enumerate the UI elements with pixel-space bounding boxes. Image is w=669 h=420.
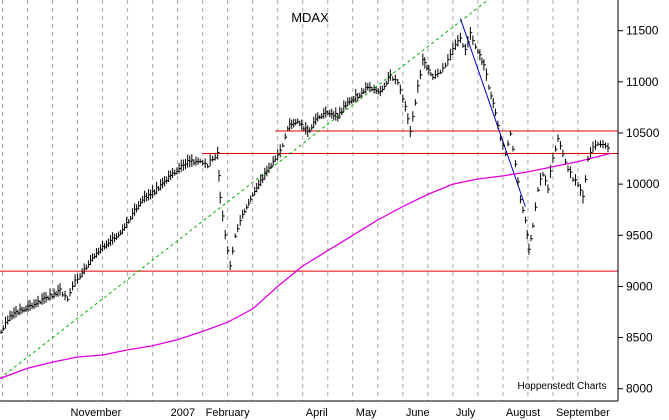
- y-axis-ticks: 8000 8500 9000 9500 10000 10500 11000 11500: [618, 24, 660, 396]
- x-tick-label-8: September: [556, 407, 610, 419]
- resistance-support-lines: [0, 130, 618, 272]
- y-tick-label-2: 9000: [626, 279, 653, 293]
- x-tick-label-6: July: [456, 407, 476, 419]
- trend-lines: [0, 0, 526, 379]
- x-axis-ticks: November 2007 February April May June July Augu…: [71, 407, 611, 419]
- chart-credit: Hoppenstedt Charts: [518, 381, 607, 392]
- y-tick-label-4: 10000: [626, 177, 660, 191]
- price-series: [0, 26, 610, 334]
- x-tick-label-5: June: [406, 407, 430, 419]
- chart-title: MDAX: [291, 10, 329, 25]
- y-tick-label-0: 8000: [626, 382, 653, 396]
- y-tick-label-3: 9500: [626, 228, 653, 242]
- y-tick-label-7: 11500: [626, 24, 659, 38]
- axes: [0, 0, 619, 402]
- y-tick-label-6: 11000: [626, 75, 659, 89]
- x-tick-label-1: 2007: [171, 407, 195, 419]
- x-tick-label-0: November: [71, 407, 122, 419]
- vertical-gridlines: [2, 0, 579, 401]
- trend-line-1: [459, 18, 526, 207]
- x-tick-label-2: February: [206, 407, 251, 419]
- trend-line-0: [0, 0, 489, 379]
- x-tick-label-4: May: [356, 407, 377, 419]
- x-tick-label-3: April: [306, 407, 328, 419]
- moving-average-series: [0, 152, 611, 380]
- moving-average-line: [0, 152, 611, 380]
- x-tick-label-7: August: [506, 407, 540, 419]
- y-tick-label-5: 10500: [626, 126, 660, 140]
- y-tick-label-1: 8500: [626, 331, 653, 345]
